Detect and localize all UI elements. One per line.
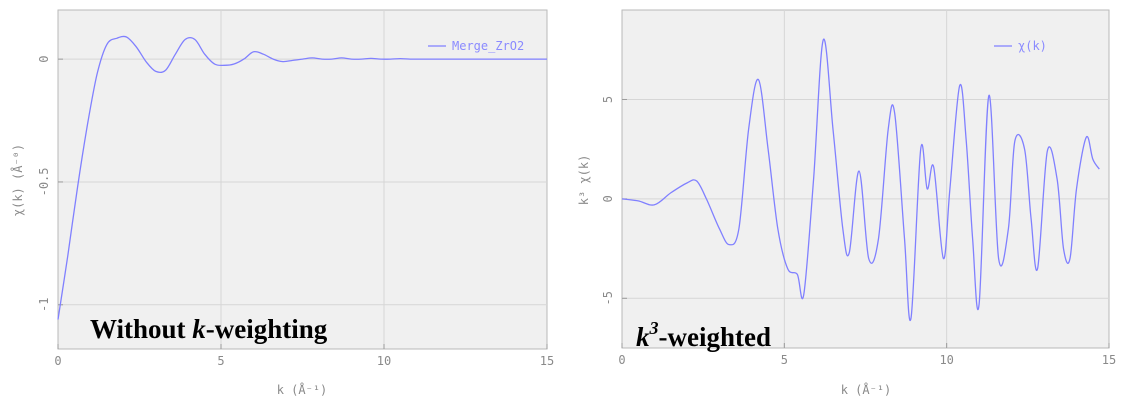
caption-italic: k: [636, 322, 650, 352]
x-tick-label: 10: [939, 353, 953, 367]
series-line: [57, 35, 547, 320]
y-axis-label: k³ χ(k): [577, 155, 591, 206]
plot-area: [57, 9, 548, 350]
caption-text-2: -weighting: [206, 314, 328, 344]
x-tick-label: 15: [1102, 353, 1116, 367]
x-tick-label: 5: [781, 353, 788, 367]
axis-ticks: 0 5 10 15 0 -0.5 -1: [37, 56, 554, 368]
legend: Merge_ZrO2: [428, 39, 524, 53]
chart-right: 0 5 10 15 5 0 -5 χ(k) k (Å⁻¹) k³ χ(k) k3-weigh…: [577, 9, 1116, 397]
y-tick-label: -1: [37, 298, 51, 312]
series: [621, 38, 1100, 322]
legend-label: χ(k): [1018, 39, 1047, 53]
x-axis-label: k (Å⁻¹): [841, 382, 892, 397]
y-tick-label: -5: [601, 291, 615, 305]
caption-italic: k: [192, 314, 206, 344]
chart-caption: k3-weighted: [636, 318, 771, 352]
caption-text-2: -weighted: [659, 322, 771, 352]
y-tick-label: 5: [601, 96, 615, 103]
x-tick-label: 15: [540, 354, 554, 368]
grid: [622, 10, 1109, 348]
series: [57, 35, 547, 320]
x-tick-label: 0: [618, 353, 625, 367]
x-tick-label: 0: [54, 354, 61, 368]
series-line: [621, 38, 1100, 322]
caption-text-1: Without: [90, 314, 192, 344]
caption-superscript: 3: [649, 318, 659, 338]
chart-caption: Without k-weighting: [90, 314, 328, 344]
x-tick-label: 5: [217, 354, 224, 368]
y-tick-label: 0: [601, 195, 615, 202]
x-tick-label: 10: [377, 354, 391, 368]
x-axis-label: k (Å⁻¹): [277, 382, 328, 397]
chart-left: 0 5 10 15 0 -0.5 -1 Merge_ZrO2 k (Å⁻¹) χ(k) (Å…: [10, 9, 554, 397]
plot-area: [621, 9, 1110, 349]
y-tick-label: 0: [37, 56, 51, 63]
legend-label: Merge_ZrO2: [452, 39, 524, 53]
y-tick-label: -0.5: [37, 168, 51, 197]
y-axis-label: χ(k) (Å⁻⁰): [10, 144, 25, 216]
legend: χ(k): [994, 39, 1047, 53]
